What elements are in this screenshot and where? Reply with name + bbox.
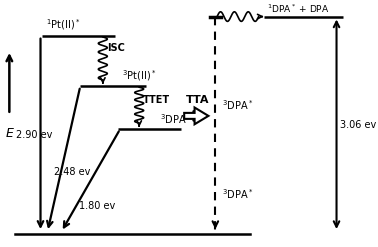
Polygon shape [184, 107, 208, 124]
Text: 3.06 ev: 3.06 ev [340, 121, 376, 130]
Text: $^1$Pt(II)$^*$: $^1$Pt(II)$^*$ [46, 17, 80, 32]
Text: $^1$DPA$^*$ + DPA: $^1$DPA$^*$ + DPA [267, 2, 330, 15]
Text: ISC: ISC [107, 43, 125, 53]
Text: $^3$DPA$^*$: $^3$DPA$^*$ [160, 112, 191, 126]
Text: E: E [5, 127, 13, 140]
Text: 2.48 ev: 2.48 ev [54, 167, 91, 177]
Text: TTET: TTET [143, 95, 170, 105]
Text: $^3$DPA$^*$: $^3$DPA$^*$ [222, 187, 254, 201]
Text: $^3$DPA$^*$: $^3$DPA$^*$ [222, 99, 254, 112]
Text: 1.80 ev: 1.80 ev [79, 201, 115, 211]
Text: TTA: TTA [186, 95, 209, 105]
Text: $^3$Pt(II)$^*$: $^3$Pt(II)$^*$ [122, 68, 156, 83]
Text: 2.90 ev: 2.90 ev [16, 130, 53, 140]
